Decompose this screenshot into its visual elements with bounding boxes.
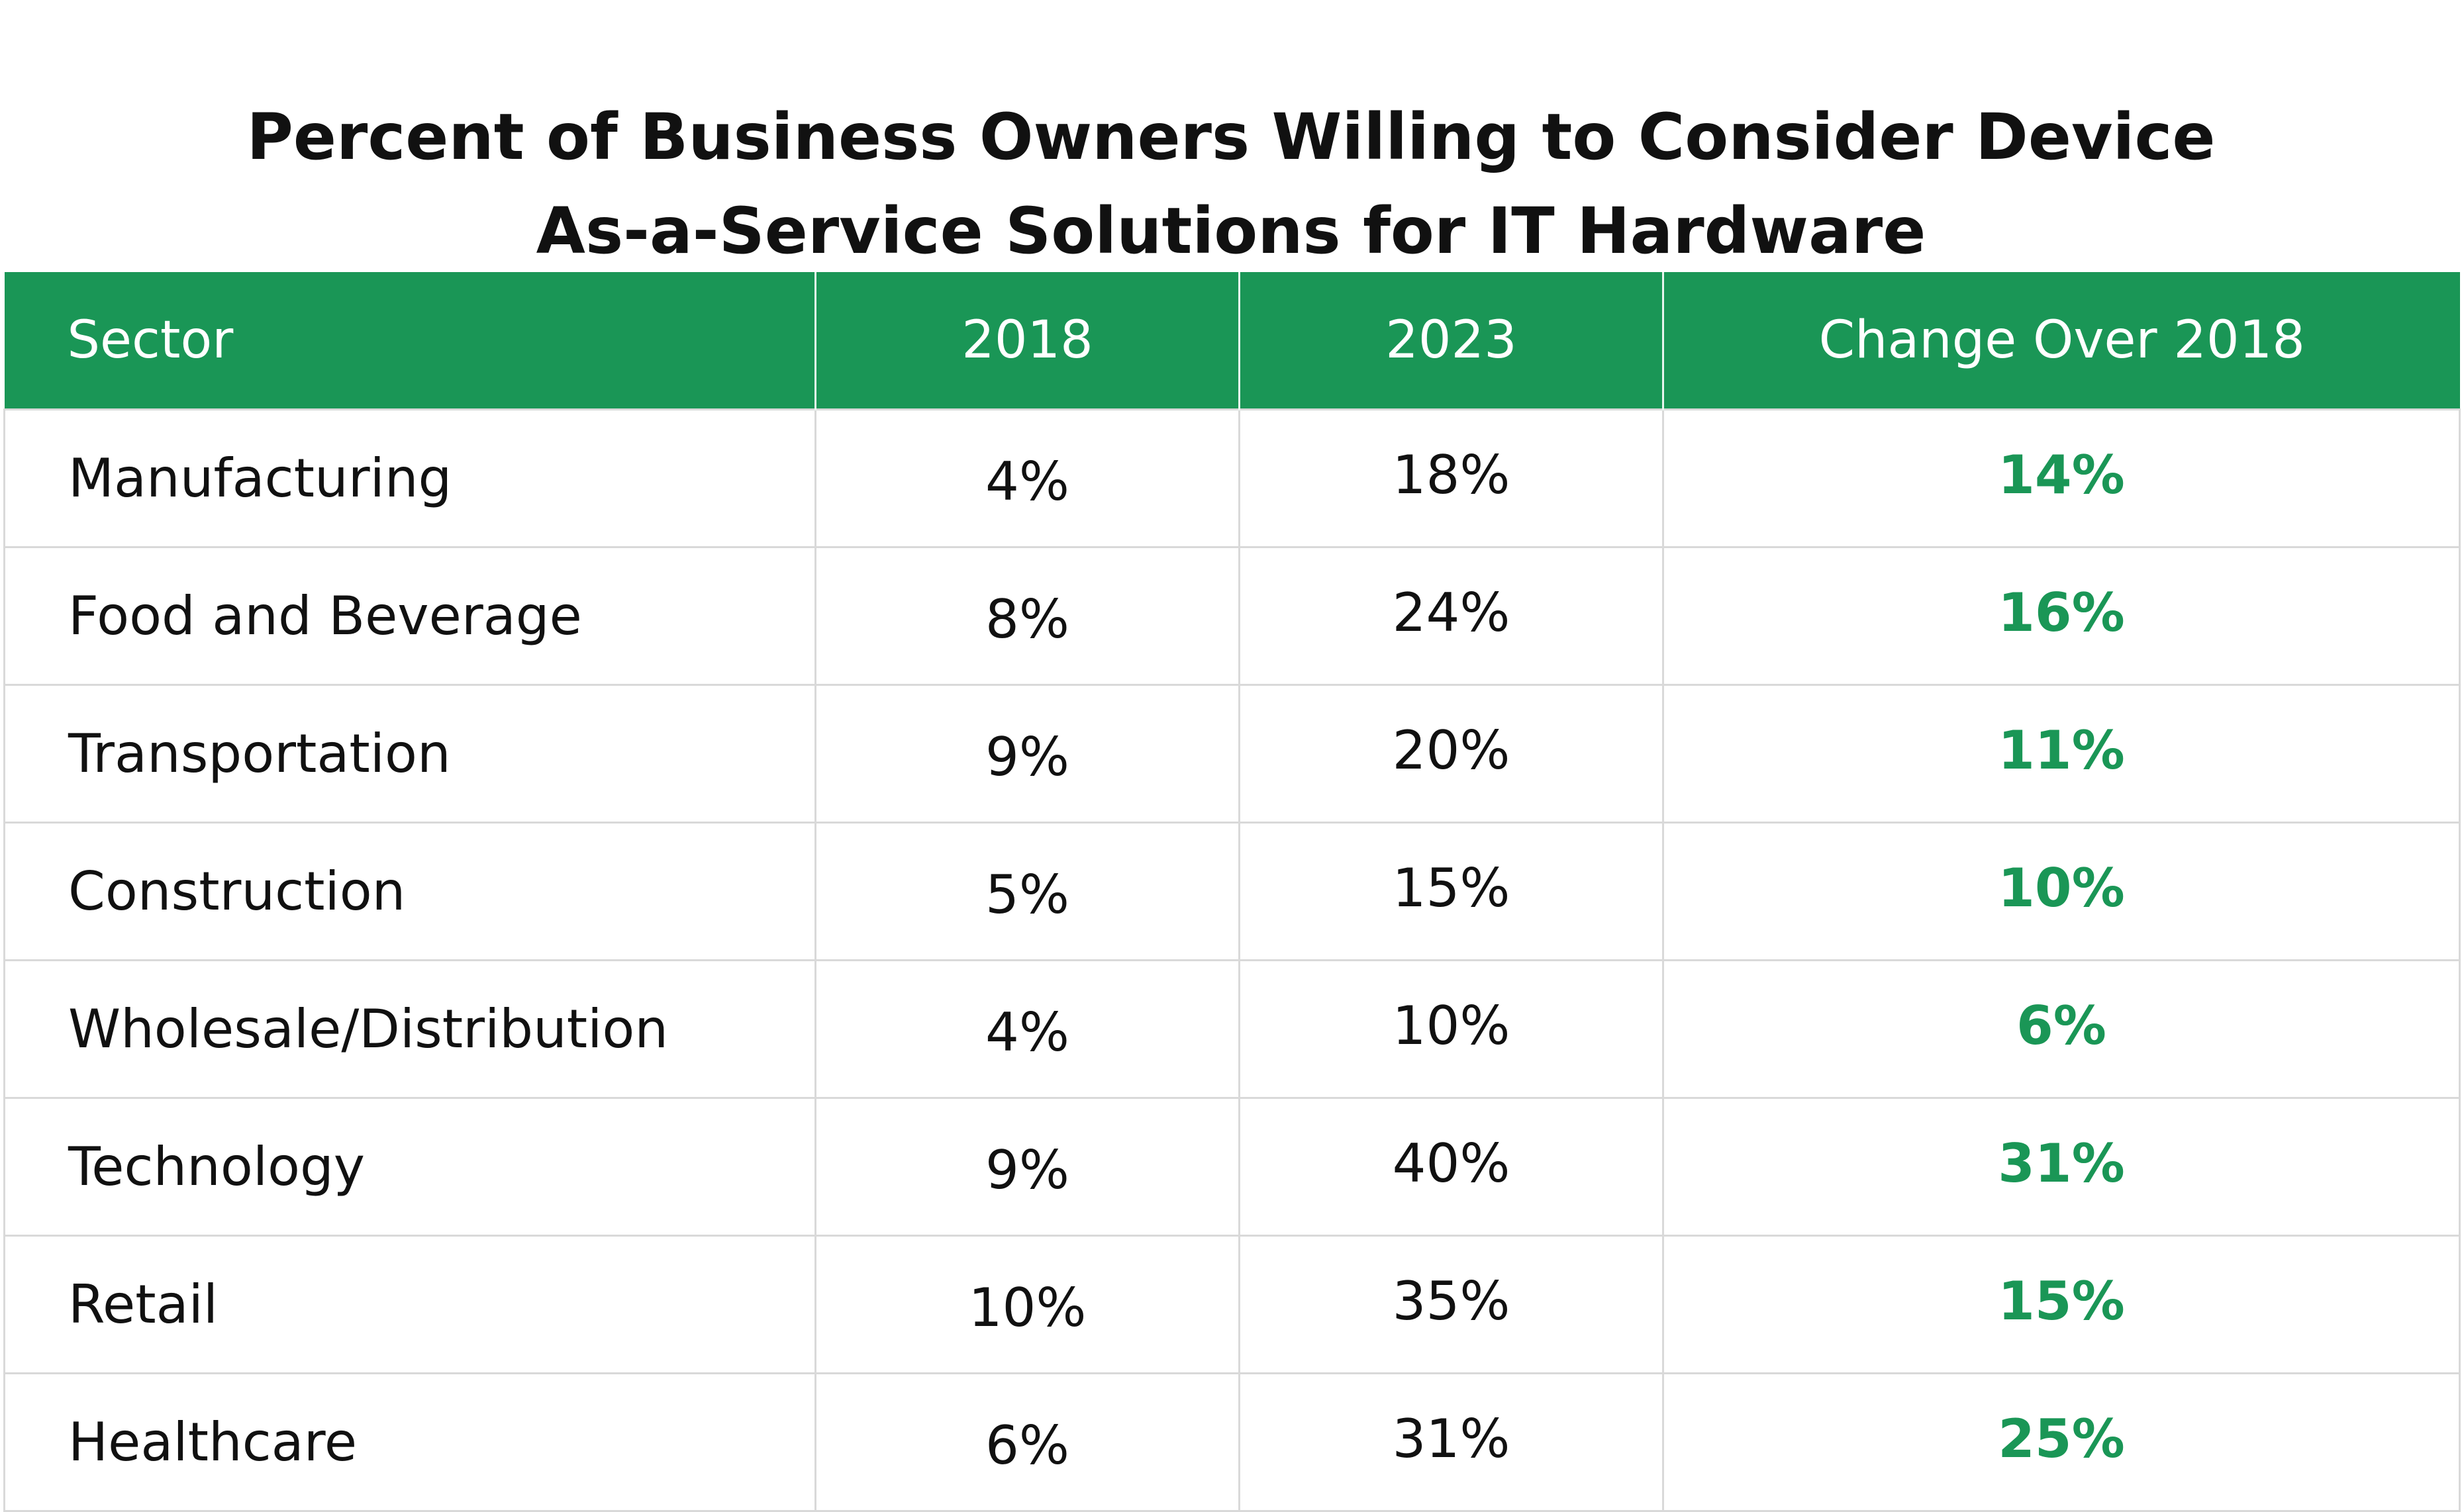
- cell-2018: 9%: [814, 684, 1240, 824]
- cell-2023: 15%: [1238, 822, 1664, 961]
- cell-2023: 20%: [1238, 684, 1664, 824]
- cell-2018: 8%: [814, 546, 1240, 686]
- chart-title-line-1: Percent of Business Owners Willing to Co…: [246, 100, 2216, 175]
- table-row: Wholesale/Distribution 4% 10% 6%: [3, 959, 2461, 1099]
- cell-2023: 18%: [1238, 408, 1664, 548]
- table-row: Construction 5% 15% 10%: [3, 822, 2461, 961]
- cell-2018: 9%: [814, 1097, 1240, 1237]
- cell-2023: 31%: [1238, 1372, 1664, 1512]
- cell-change: 16%: [1662, 546, 2461, 686]
- cell-sector: Technology: [3, 1097, 816, 1237]
- header-change: Change Over 2018: [1662, 272, 2460, 410]
- table-row: Food and Beverage 8% 24% 16%: [3, 546, 2461, 686]
- table-row: Transportation 9% 20% 11%: [3, 684, 2461, 824]
- cell-2023: 35%: [1238, 1235, 1664, 1374]
- cell-sector: Retail: [3, 1235, 816, 1374]
- cell-2018: 6%: [814, 1372, 1240, 1512]
- cell-2018: 10%: [814, 1235, 1240, 1374]
- header-sector: Sector: [4, 272, 816, 410]
- data-table-container: Sector 2018 2023 Change Over 2018 Manufa…: [3, 272, 2461, 1512]
- table-body: Manufacturing 4% 18% 14% Food and Beverage 8%…: [3, 408, 2461, 1512]
- cell-change: 14%: [1662, 408, 2461, 548]
- data-table: Sector 2018 2023 Change Over 2018 Manufa…: [3, 272, 2461, 1512]
- cell-sector: Food and Beverage: [3, 546, 816, 686]
- cell-change: 10%: [1662, 822, 2461, 961]
- cell-change: 25%: [1662, 1372, 2461, 1512]
- cell-2018: 4%: [814, 959, 1240, 1099]
- header-2023: 2023: [1238, 272, 1664, 410]
- cell-change: 11%: [1662, 684, 2461, 824]
- header-2018: 2018: [814, 272, 1240, 410]
- cell-2023: 40%: [1238, 1097, 1664, 1237]
- cell-2018: 4%: [814, 408, 1240, 548]
- cell-sector: Wholesale/Distribution: [3, 959, 816, 1099]
- table-row: Healthcare 6% 31% 25%: [3, 1372, 2461, 1512]
- cell-2023: 10%: [1238, 959, 1664, 1099]
- cell-change: 31%: [1662, 1097, 2461, 1237]
- cell-sector: Transportation: [3, 684, 816, 824]
- cell-sector: Manufacturing: [3, 408, 816, 548]
- cell-change: 6%: [1662, 959, 2461, 1099]
- header-row: Sector 2018 2023 Change Over 2018: [4, 272, 2460, 410]
- chart-title: Percent of Business Owners Willing to Co…: [0, 90, 2462, 278]
- table-header: Sector 2018 2023 Change Over 2018: [4, 272, 2460, 410]
- cell-2018: 5%: [814, 822, 1240, 961]
- cell-sector: Healthcare: [3, 1372, 816, 1512]
- chart-title-line-2: As-a-Service Solutions for IT Hardware: [536, 194, 1926, 269]
- table-row: Technology 9% 40% 31%: [3, 1097, 2461, 1237]
- cell-2023: 24%: [1238, 546, 1664, 686]
- cell-change: 15%: [1662, 1235, 2461, 1374]
- table-row: Manufacturing 4% 18% 14%: [3, 408, 2461, 548]
- table-row: Retail 10% 35% 15%: [3, 1235, 2461, 1374]
- cell-sector: Construction: [3, 822, 816, 961]
